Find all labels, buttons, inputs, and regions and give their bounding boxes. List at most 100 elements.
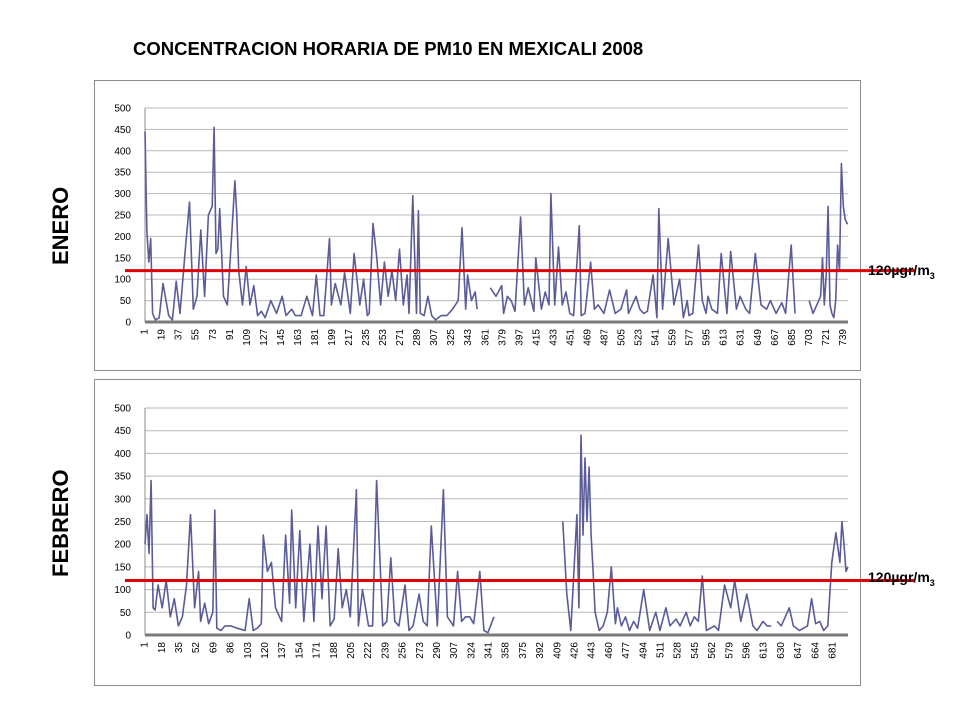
chart-svg: 0 50 100 150 200 250 300 350 400 450 500 1 18 35 52 69 8… bbox=[114, 404, 915, 659]
chart-febrero: 0 50 100 150 200 250 300 350 400 450 500 1 18 35 52 69 8… bbox=[94, 379, 915, 686]
x-tick-label: 487 bbox=[599, 329, 610, 346]
y-tick-label: 350 bbox=[114, 168, 131, 179]
x-tick-label: 541 bbox=[651, 329, 662, 346]
x-tick-label: 19 bbox=[157, 329, 168, 341]
x-tick-label: 613 bbox=[719, 329, 730, 346]
y-tick-label: 0 bbox=[125, 631, 131, 642]
series-line bbox=[808, 162, 848, 319]
x-tick-label: 52 bbox=[191, 642, 202, 654]
x-tick-label: 415 bbox=[531, 329, 542, 346]
x-tick-label: 69 bbox=[208, 642, 219, 654]
y-tick-label: 250 bbox=[114, 517, 131, 528]
y-tick-label: 250 bbox=[114, 211, 131, 222]
x-tick-label: 613 bbox=[759, 642, 770, 659]
x-tick-label: 290 bbox=[432, 642, 443, 659]
y-tick-label: 200 bbox=[114, 232, 131, 243]
x-tick-label: 681 bbox=[827, 642, 838, 659]
x-tick-label: 1 bbox=[140, 642, 151, 648]
x-tick-label: 528 bbox=[673, 642, 684, 659]
x-tick-label: 426 bbox=[570, 642, 581, 659]
y-tick-label: 300 bbox=[114, 494, 131, 505]
series-line bbox=[489, 192, 796, 319]
x-tick-label: 307 bbox=[429, 329, 440, 346]
x-tick-label: 1 bbox=[140, 329, 151, 335]
x-tick-label: 18 bbox=[157, 642, 168, 654]
y-tick-label: 400 bbox=[114, 146, 131, 157]
x-tick-label: 577 bbox=[685, 329, 696, 346]
y-tick-label: 200 bbox=[114, 540, 131, 551]
x-tick-label: 494 bbox=[638, 642, 649, 659]
x-tick-label: 721 bbox=[821, 329, 832, 346]
x-tick-label: 647 bbox=[793, 642, 804, 659]
x-tick-label: 505 bbox=[617, 329, 628, 346]
y-tick-label: 350 bbox=[114, 472, 131, 483]
x-tick-label: 596 bbox=[741, 642, 752, 659]
x-tick-label: 664 bbox=[810, 642, 821, 659]
series-line bbox=[776, 520, 849, 632]
y-tick-label: 50 bbox=[120, 608, 132, 619]
x-tick-label: 103 bbox=[243, 642, 254, 659]
x-tick-label: 443 bbox=[587, 642, 598, 659]
x-tick-label: 562 bbox=[707, 642, 718, 659]
month-label-enero: ENERO bbox=[48, 186, 73, 265]
x-tick-label: 559 bbox=[668, 329, 679, 346]
x-tick-label: 469 bbox=[582, 329, 593, 346]
month-label-febrero: FEBRERO bbox=[48, 469, 73, 577]
x-tick-label: 460 bbox=[604, 642, 615, 659]
y-tick-label: 0 bbox=[125, 318, 131, 329]
x-tick-label: 685 bbox=[787, 329, 798, 346]
x-tick-label: 37 bbox=[174, 329, 185, 341]
x-tick-label: 127 bbox=[259, 329, 270, 346]
series-line bbox=[144, 479, 495, 634]
y-tick-label: 400 bbox=[114, 449, 131, 460]
x-tick-label: 511 bbox=[656, 642, 667, 658]
x-tick-label: 35 bbox=[174, 642, 185, 654]
y-tick-label: 50 bbox=[120, 296, 132, 307]
x-tick-label: 307 bbox=[449, 642, 460, 659]
series-line bbox=[144, 126, 478, 321]
y-tick-label: 500 bbox=[114, 104, 131, 115]
x-tick-label: 137 bbox=[277, 642, 288, 659]
x-tick-label: 154 bbox=[294, 642, 305, 659]
x-tick-label: 451 bbox=[565, 329, 576, 346]
x-tick-label: 392 bbox=[535, 642, 546, 659]
y-tick-label: 500 bbox=[114, 404, 131, 415]
chart-enero: 0 50 100 150 200 250 300 350 400 450 500 1 19 37 55 73 9… bbox=[94, 80, 915, 371]
x-tick-label: 649 bbox=[753, 329, 764, 346]
x-tick-label: 253 bbox=[378, 329, 389, 346]
x-tick-label: 343 bbox=[463, 329, 474, 346]
x-tick-label: 289 bbox=[412, 329, 423, 346]
series-line bbox=[562, 434, 772, 632]
x-tick-label: 667 bbox=[770, 329, 781, 346]
x-tick-label: 579 bbox=[724, 642, 735, 659]
x-tick-label: 477 bbox=[621, 642, 632, 659]
x-tick-label: 397 bbox=[514, 329, 525, 346]
x-tick-label: 325 bbox=[446, 329, 457, 346]
x-tick-label: 188 bbox=[329, 642, 340, 659]
x-tick-label: 375 bbox=[518, 642, 529, 659]
threshold-label-enero: 120µgr/m3 bbox=[868, 262, 935, 281]
x-tick-label: 145 bbox=[276, 329, 287, 346]
x-tick-label: 73 bbox=[208, 329, 219, 341]
x-tick-label: 595 bbox=[702, 329, 713, 346]
x-tick-label: 217 bbox=[344, 329, 355, 346]
x-tick-label: 433 bbox=[548, 329, 559, 346]
x-tick-label: 379 bbox=[497, 329, 508, 346]
page-title: CONCENTRACION HORARIA DE PM10 EN MEXICAL… bbox=[133, 38, 644, 59]
x-tick-label: 205 bbox=[346, 642, 357, 659]
y-tick-label: 450 bbox=[114, 125, 131, 136]
x-tick-label: 341 bbox=[484, 642, 495, 659]
x-tick-label: 271 bbox=[395, 329, 406, 346]
y-tick-label: 150 bbox=[114, 253, 131, 264]
x-tick-label: 703 bbox=[804, 329, 815, 346]
y-tick-label: 100 bbox=[114, 275, 131, 286]
x-tick-label: 523 bbox=[634, 329, 645, 346]
y-tick-label: 450 bbox=[114, 426, 131, 437]
x-tick-label: 409 bbox=[552, 642, 563, 659]
x-tick-label: 91 bbox=[225, 329, 236, 341]
x-tick-label: 109 bbox=[242, 329, 253, 346]
x-tick-label: 273 bbox=[415, 642, 426, 659]
x-tick-label: 235 bbox=[361, 329, 372, 346]
x-tick-label: 545 bbox=[690, 642, 701, 659]
